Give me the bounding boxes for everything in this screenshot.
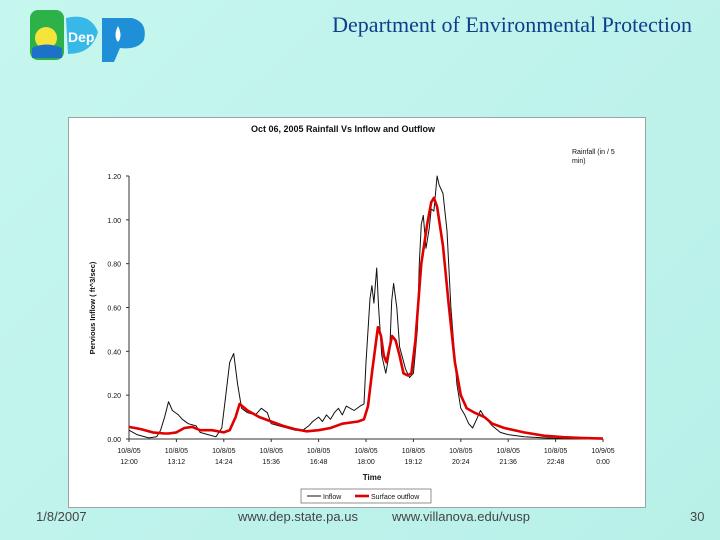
x-tick-time: 19:12 bbox=[405, 459, 423, 466]
legend-label: Surface outflow bbox=[371, 494, 420, 501]
legend: Inflow Surface outflow bbox=[300, 488, 432, 504]
x-tick-date: 10/8/05 bbox=[497, 448, 520, 455]
x-tick-time: 21:36 bbox=[499, 459, 517, 466]
x-tick-date: 10/8/05 bbox=[260, 448, 283, 455]
page-title: Department of Environmental Protection bbox=[332, 12, 692, 37]
x-tick-date: 10/8/05 bbox=[165, 448, 188, 455]
y-tick-label: 0.80 bbox=[107, 262, 121, 269]
rainfall-axis-label: Rainfall (in / 5 bbox=[572, 149, 615, 156]
rainfall-axis-label-unit: min) bbox=[572, 158, 586, 165]
x-tick-date: 10/8/05 bbox=[212, 448, 235, 455]
x-ticks: 10/8/05 12:00 10/8/05 13:12 10/8/05 14:24 10/8… bbox=[117, 439, 615, 466]
x-tick-time: 13:12 bbox=[168, 459, 186, 466]
y-axis-label: Pervious Inflow ( ft^3/sec) bbox=[88, 261, 97, 354]
x-axis-label: Time bbox=[363, 473, 382, 482]
x-tick-date: 10/8/05 bbox=[544, 448, 567, 455]
line-chart: Oct 06, 2005 Rainfall Vs Inflow and Outf… bbox=[88, 124, 615, 504]
x-tick-time: 22:48 bbox=[547, 459, 565, 466]
series-line-inflow bbox=[128, 175, 604, 440]
y-tick-label: 0.60 bbox=[107, 306, 121, 313]
footer-date: 1/8/2007 bbox=[36, 509, 87, 524]
x-tick-time: 12:00 bbox=[120, 459, 138, 466]
logo-p-shape bbox=[102, 18, 145, 62]
x-tick-time: 18:00 bbox=[357, 459, 375, 466]
y-ticks: 0.00 0.20 0.40 0.60 0.80 1.00 1.20 bbox=[107, 174, 129, 444]
axes bbox=[128, 176, 603, 440]
logo-text: Dep bbox=[68, 29, 94, 45]
y-tick-label: 0.00 bbox=[107, 437, 121, 444]
x-tick-time: 20:24 bbox=[452, 459, 470, 466]
logo-e-shape bbox=[66, 16, 98, 54]
x-tick-time: 16:48 bbox=[310, 459, 328, 466]
x-tick-date: 10/8/05 bbox=[117, 448, 140, 455]
logo-drop-icon bbox=[115, 26, 121, 42]
logo-water bbox=[32, 44, 62, 58]
footer-url-villanova[interactable]: www.villanova.edu/vusp bbox=[392, 509, 531, 524]
series-line-surface-outflow bbox=[128, 196, 604, 440]
footer-url-dep[interactable]: www.dep.state.pa.us bbox=[238, 509, 358, 524]
x-tick-date: 10/8/05 bbox=[402, 448, 425, 455]
x-tick-time: 14:24 bbox=[215, 459, 233, 466]
chart-frame: Oct 06, 2005 Rainfall Vs Inflow and Outf… bbox=[68, 117, 646, 508]
y-tick-label: 0.40 bbox=[107, 349, 121, 356]
series-lines bbox=[128, 175, 604, 440]
y-tick-label: 0.20 bbox=[107, 393, 121, 400]
x-tick-time: 15:36 bbox=[262, 459, 280, 466]
chart-title: Oct 06, 2005 Rainfall Vs Inflow and Outf… bbox=[251, 124, 436, 134]
page-number: 30 bbox=[690, 509, 705, 524]
x-tick-time: 0:00 bbox=[596, 459, 610, 466]
x-tick-date: 10/9/05 bbox=[591, 448, 614, 455]
x-tick-date: 10/8/05 bbox=[449, 448, 472, 455]
legend-label: Inflow bbox=[323, 494, 342, 501]
x-tick-date: 10/8/05 bbox=[307, 448, 330, 455]
y-tick-label: 1.20 bbox=[107, 174, 121, 181]
x-tick-date: 10/8/05 bbox=[354, 448, 377, 455]
logo-sun bbox=[35, 27, 57, 49]
y-tick-label: 1.00 bbox=[107, 218, 121, 225]
dep-logo: Dep bbox=[30, 10, 145, 62]
